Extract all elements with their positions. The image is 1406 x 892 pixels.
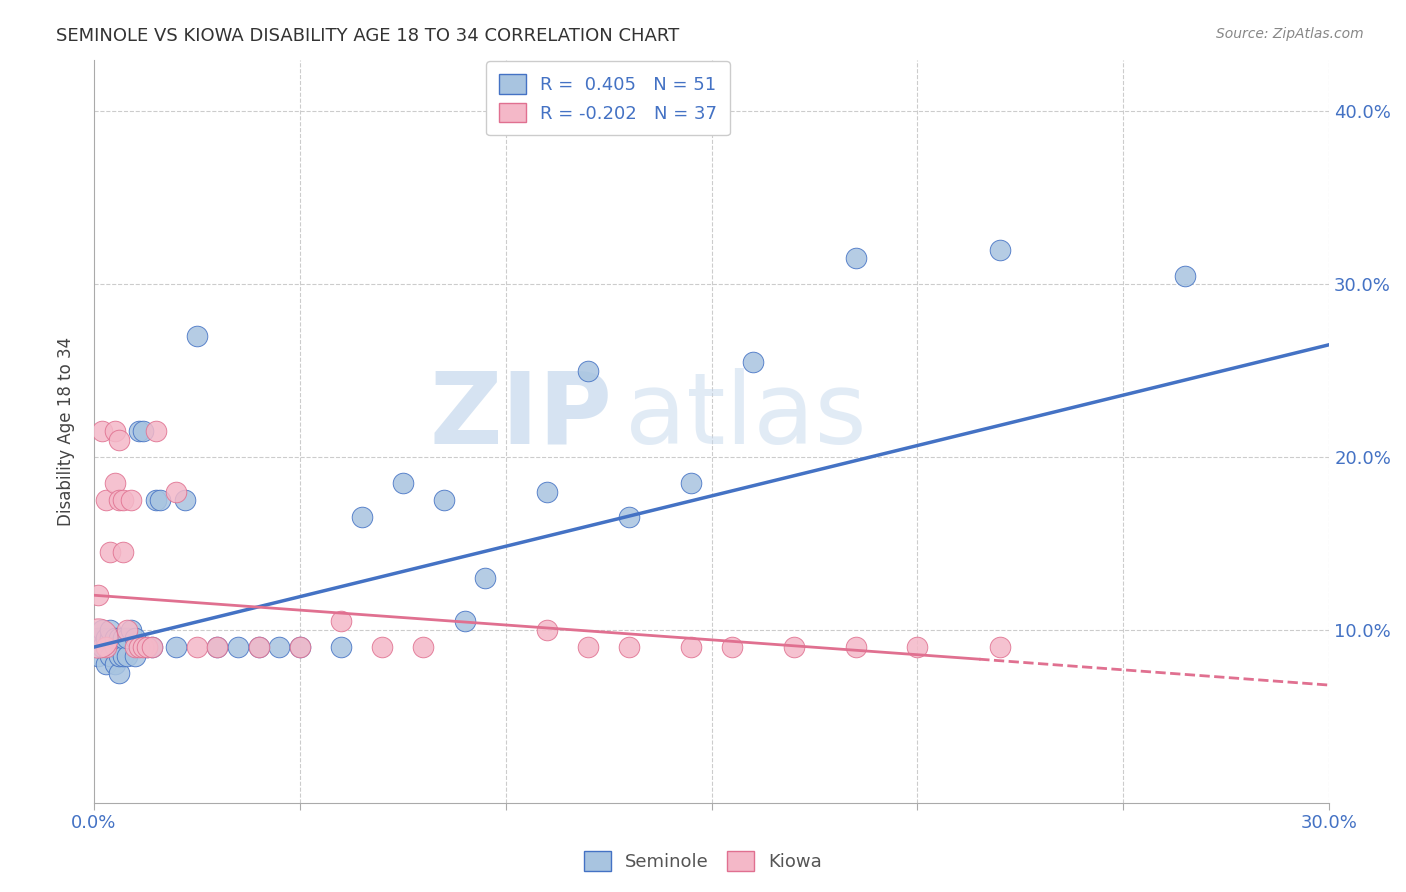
Text: Source: ZipAtlas.com: Source: ZipAtlas.com: [1216, 27, 1364, 41]
Point: [288, 640, 311, 654]
Point: [96, 493, 118, 508]
Point: [721, 640, 744, 654]
Point: [100, 648, 122, 663]
Point: [96, 640, 118, 654]
Point: [87, 632, 110, 646]
Point: [87, 632, 110, 646]
Text: atlas: atlas: [626, 368, 866, 465]
Point: [115, 623, 138, 637]
Point: [247, 640, 270, 654]
Point: [141, 640, 163, 654]
Point: [100, 632, 122, 646]
Point: [845, 252, 868, 266]
Point: [149, 493, 172, 508]
Point: [111, 648, 134, 663]
Point: [207, 640, 229, 654]
Point: [141, 640, 163, 654]
Point: [845, 640, 868, 654]
Point: [165, 640, 187, 654]
Point: [91, 623, 114, 637]
Point: [453, 614, 475, 628]
Point: [111, 545, 134, 559]
Point: [330, 614, 353, 628]
Point: [576, 363, 599, 377]
Point: [120, 493, 142, 508]
Point: [107, 493, 129, 508]
Point: [536, 484, 558, 499]
Point: [907, 640, 929, 654]
Text: SEMINOLE VS KIOWA DISABILITY AGE 18 TO 34 CORRELATION CHART: SEMINOLE VS KIOWA DISABILITY AGE 18 TO 3…: [56, 27, 679, 45]
Point: [391, 475, 413, 490]
Point: [96, 640, 118, 654]
Point: [124, 640, 146, 654]
Legend: R =  0.405   N = 51, R = -0.202   N = 37: R = 0.405 N = 51, R = -0.202 N = 37: [486, 62, 730, 136]
Point: [103, 657, 125, 672]
Point: [107, 433, 129, 447]
Point: [115, 632, 138, 646]
Point: [91, 640, 114, 654]
Point: [136, 640, 159, 654]
Point: [103, 640, 125, 654]
Point: [474, 571, 496, 585]
Y-axis label: Disability Age 18 to 34: Disability Age 18 to 34: [58, 336, 75, 525]
Point: [173, 493, 195, 508]
Point: [96, 657, 118, 672]
Point: [679, 640, 702, 654]
Point: [988, 640, 1011, 654]
Point: [576, 640, 599, 654]
Point: [91, 424, 114, 438]
Point: [107, 648, 129, 663]
Point: [186, 329, 208, 343]
Point: [619, 640, 641, 654]
Point: [412, 640, 434, 654]
Point: [186, 640, 208, 654]
Point: [132, 640, 155, 654]
Point: [111, 632, 134, 646]
Point: [132, 424, 155, 438]
Point: [433, 493, 456, 508]
Point: [288, 640, 311, 654]
Point: [107, 632, 129, 646]
Point: [350, 510, 373, 524]
Point: [1174, 268, 1197, 283]
Point: [124, 648, 146, 663]
Point: [165, 484, 187, 499]
Point: [783, 640, 806, 654]
Point: [100, 623, 122, 637]
Point: [269, 640, 291, 654]
Point: [107, 665, 129, 680]
Point: [330, 640, 353, 654]
Point: [128, 640, 150, 654]
Point: [87, 648, 110, 663]
Text: ZIP: ZIP: [430, 368, 613, 465]
Point: [207, 640, 229, 654]
Point: [120, 623, 142, 637]
Point: [111, 493, 134, 508]
Point: [226, 640, 249, 654]
Point: [103, 632, 125, 646]
Point: [145, 493, 167, 508]
Point: [679, 475, 702, 490]
Point: [124, 632, 146, 646]
Point: [87, 588, 110, 602]
Point: [136, 640, 159, 654]
Legend: Seminole, Kiowa: Seminole, Kiowa: [576, 844, 830, 879]
Point: [619, 510, 641, 524]
Point: [247, 640, 270, 654]
Point: [988, 243, 1011, 257]
Point: [115, 648, 138, 663]
Point: [96, 632, 118, 646]
Point: [536, 623, 558, 637]
Point: [100, 545, 122, 559]
Point: [103, 424, 125, 438]
Point: [128, 424, 150, 438]
Point: [145, 424, 167, 438]
Point: [741, 355, 763, 369]
Point: [371, 640, 394, 654]
Point: [103, 475, 125, 490]
